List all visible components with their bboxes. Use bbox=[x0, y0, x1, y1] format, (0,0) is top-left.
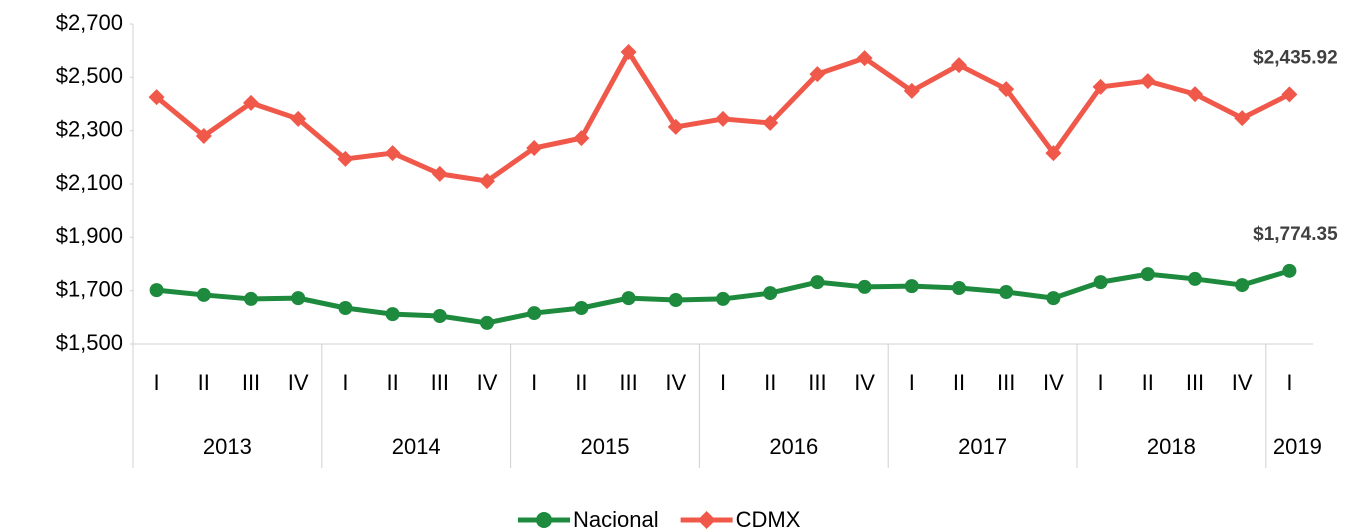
marker bbox=[904, 279, 919, 294]
marker bbox=[998, 81, 1015, 98]
x-tick-label: IV bbox=[854, 370, 875, 395]
marker bbox=[432, 309, 447, 323]
x-tick-label: III bbox=[1186, 370, 1204, 395]
x-tick-label: I bbox=[1286, 370, 1292, 395]
marker bbox=[1282, 263, 1297, 278]
marker bbox=[149, 283, 164, 298]
marker bbox=[526, 140, 543, 156]
marker bbox=[1235, 278, 1250, 293]
marker bbox=[903, 82, 920, 99]
legend-label: CDMX bbox=[736, 507, 801, 532]
marker bbox=[1188, 271, 1202, 286]
marker bbox=[856, 50, 873, 67]
x-tick-label: III bbox=[808, 370, 826, 395]
marker bbox=[762, 114, 779, 131]
x-tick-label: II bbox=[953, 370, 965, 395]
marker bbox=[951, 57, 967, 74]
marker bbox=[573, 130, 590, 147]
y-tick-label: $2,700 bbox=[56, 10, 123, 35]
marker bbox=[763, 286, 778, 301]
marker bbox=[999, 285, 1014, 299]
x-tick-label: II bbox=[198, 370, 210, 395]
marker bbox=[384, 145, 401, 162]
marker bbox=[809, 66, 826, 83]
marker bbox=[1092, 78, 1109, 95]
marker bbox=[479, 173, 495, 190]
marker bbox=[620, 44, 637, 60]
marker bbox=[697, 511, 716, 529]
marker bbox=[338, 301, 353, 315]
y-tick-label: $2,500 bbox=[56, 63, 123, 88]
x-tick-label: II bbox=[386, 370, 398, 395]
x-tick-label: II bbox=[575, 370, 587, 395]
y-tick-label: $2,100 bbox=[56, 170, 123, 195]
marker bbox=[1234, 110, 1251, 127]
x-tick-label: I bbox=[531, 370, 537, 395]
x-tick-label: III bbox=[619, 370, 637, 395]
x-group-label: 2017 bbox=[958, 434, 1007, 459]
x-tick-label: I bbox=[909, 370, 915, 395]
marker bbox=[574, 301, 589, 315]
marker bbox=[1093, 275, 1108, 290]
marker bbox=[952, 281, 966, 295]
x-group-label: 2015 bbox=[581, 434, 630, 459]
x-tick-label: II bbox=[1142, 370, 1154, 395]
marker bbox=[857, 279, 872, 294]
legend-label: Nacional bbox=[573, 507, 659, 532]
marker bbox=[621, 291, 636, 306]
x-tick-label: III bbox=[997, 370, 1015, 395]
marker bbox=[668, 293, 683, 307]
x-group-label: 2016 bbox=[769, 434, 818, 459]
marker bbox=[337, 150, 354, 167]
marker bbox=[1046, 291, 1061, 306]
y-tick-label: $2,300 bbox=[56, 116, 123, 141]
marker bbox=[536, 512, 552, 528]
marker bbox=[480, 315, 494, 330]
marker bbox=[148, 89, 165, 106]
x-tick-label: IV bbox=[1232, 370, 1253, 395]
x-tick-label: IV bbox=[665, 370, 686, 395]
y-tick-label: $1,500 bbox=[56, 330, 123, 355]
marker bbox=[196, 287, 211, 302]
x-tick-label: III bbox=[242, 370, 260, 395]
marker bbox=[290, 110, 307, 127]
marker bbox=[1139, 73, 1156, 90]
marker bbox=[1045, 145, 1062, 162]
marker bbox=[1140, 267, 1155, 282]
marker bbox=[715, 110, 731, 127]
marker bbox=[667, 118, 684, 135]
x-tick-label: I bbox=[1098, 370, 1104, 395]
x-tick-label: IV bbox=[477, 370, 498, 395]
data-label: $2,435.92 bbox=[1253, 47, 1338, 68]
data-label: $1,774.35 bbox=[1253, 224, 1338, 245]
marker bbox=[810, 275, 825, 290]
marker bbox=[195, 128, 212, 144]
marker bbox=[244, 291, 258, 306]
marker bbox=[291, 291, 306, 306]
marker bbox=[385, 307, 400, 322]
x-tick-label: III bbox=[431, 370, 449, 395]
x-group-label: 2013 bbox=[203, 434, 252, 459]
x-tick-label: I bbox=[720, 370, 726, 395]
marker bbox=[527, 306, 542, 321]
x-group-label: 2019 bbox=[1273, 434, 1322, 459]
y-tick-label: $1,700 bbox=[56, 276, 123, 301]
marker bbox=[243, 94, 259, 111]
marker bbox=[1281, 86, 1298, 103]
x-tick-label: IV bbox=[288, 370, 309, 395]
y-tick-label: $1,900 bbox=[56, 223, 123, 248]
marker bbox=[1187, 86, 1203, 103]
x-tick-label: I bbox=[342, 370, 348, 395]
x-tick-label: II bbox=[764, 370, 776, 395]
marker bbox=[431, 165, 448, 182]
x-tick-label: I bbox=[154, 370, 160, 395]
x-group-label: 2018 bbox=[1147, 434, 1196, 459]
x-tick-label: IV bbox=[1043, 370, 1064, 395]
x-group-label: 2014 bbox=[392, 434, 441, 459]
marker bbox=[716, 291, 730, 306]
